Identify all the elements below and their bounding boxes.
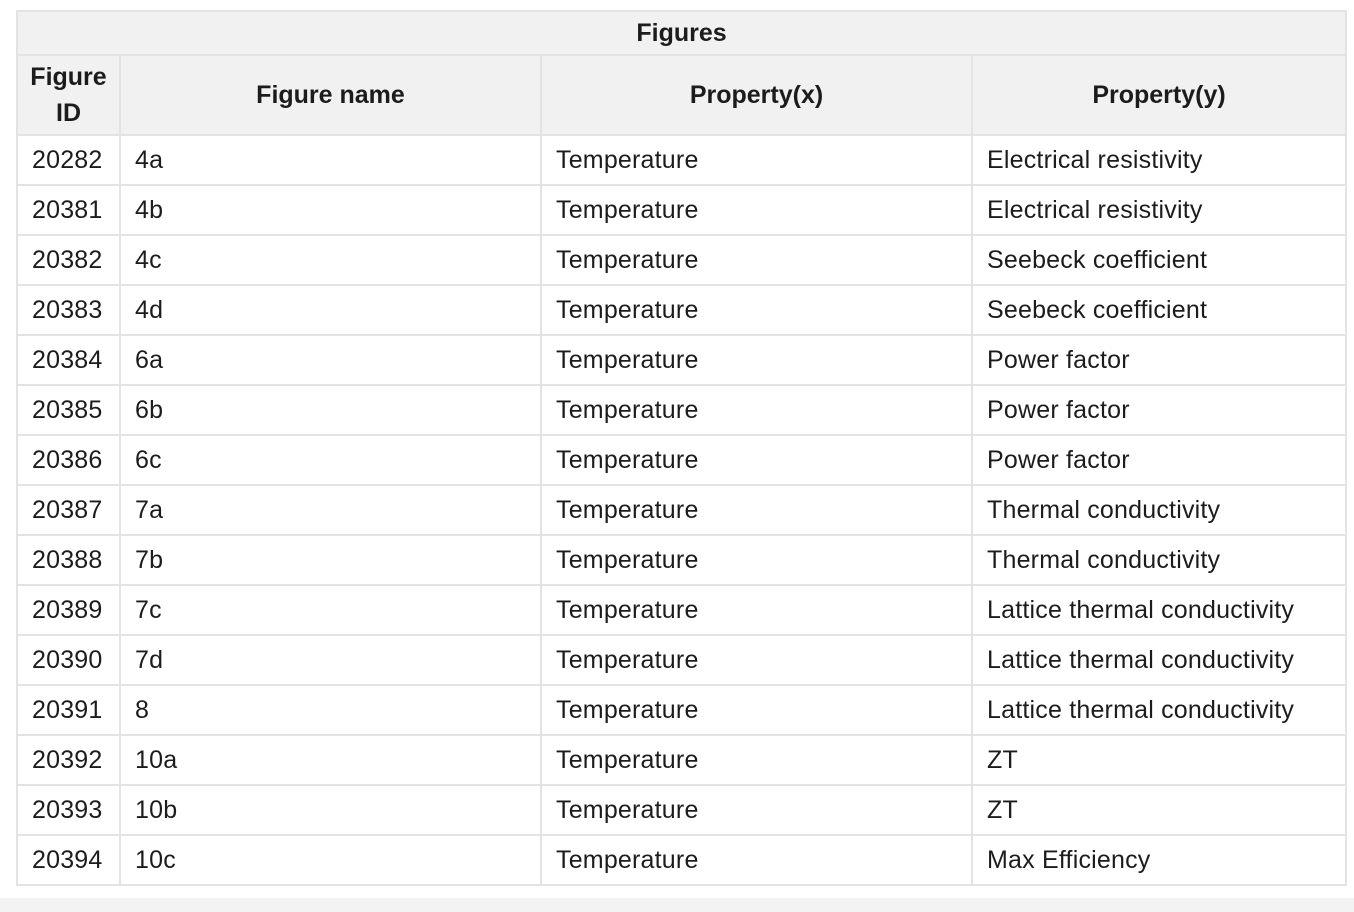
cell-property-y: Thermal conductivity [970,534,1348,586]
cell-property-x: Temperature [540,684,973,736]
cell-figure-id: 20383 [16,284,121,336]
table-row: 20382 4c Temperature Seebeck coefficient [16,234,1348,286]
table-row: 20394 10c Temperature Max Efficiency [16,834,1348,886]
cell-property-y: Electrical resistivity [970,184,1348,236]
cell-property-y: ZT [970,734,1348,786]
cell-figure-id: 20385 [16,384,121,436]
cell-figure-name: 6b [119,384,542,436]
cell-property-x: Temperature [540,534,973,586]
table-row: 20384 6a Temperature Power factor [16,334,1348,386]
cell-figure-id: 20393 [16,784,121,836]
cell-figure-name: 4b [119,184,542,236]
cell-property-x: Temperature [540,734,973,786]
cell-property-y: Seebeck coefficient [970,284,1348,336]
table-row: 20389 7c Temperature Lattice thermal conduc… [16,584,1348,636]
cell-figure-name: 10b [119,784,542,836]
cell-figure-name: 8 [119,684,542,736]
cell-property-y: Power factor [970,334,1348,386]
header-row: Figure ID Figure name Property(x) Proper… [16,54,1348,136]
table-row: 20392 10a Temperature ZT [16,734,1348,786]
header-figure-id-line1: Figure [30,63,107,91]
table-row: 20381 4b Temperature Electrical resistivity [16,184,1348,236]
header-figure-id-line2: ID [56,99,81,127]
cell-figure-id: 20394 [16,834,121,886]
header-figure-name: Figure name [119,54,542,136]
cell-figure-id: 20386 [16,434,121,486]
cell-figure-name: 10c [119,834,542,886]
cell-figure-name: 4d [119,284,542,336]
cell-property-x: Temperature [540,184,973,236]
cell-property-y: Seebeck coefficient [970,234,1348,286]
cell-property-x: Temperature [540,134,973,186]
table-row: 20282 4a Temperature Electrical resistivity [16,134,1348,186]
table-row: 20386 6c Temperature Power factor [16,434,1348,486]
cell-figure-name: 7d [119,634,542,686]
header-property-y: Property(y) [970,54,1348,136]
cell-figure-id: 20392 [16,734,121,786]
cell-property-y: Power factor [970,434,1348,486]
table-row: 20390 7d Temperature Lattice thermal conduc… [16,634,1348,686]
cell-figure-id: 20387 [16,484,121,536]
cell-figure-id: 20389 [16,584,121,636]
cell-property-y: Lattice thermal conductivity [970,634,1348,686]
header-property-x: Property(x) [540,54,973,136]
cell-property-x: Temperature [540,584,973,636]
table-row: 20393 10b Temperature ZT [16,784,1348,836]
page-bottom-strip [0,898,1354,912]
header-figure-id: Figure ID [16,54,121,136]
cell-figure-name: 7b [119,534,542,586]
cell-figure-id: 20391 [16,684,121,736]
cell-figure-name: 6a [119,334,542,386]
caption-row: Figures [15,10,1348,56]
table-row: 20387 7a Temperature Thermal conductivity [16,484,1348,536]
cell-figure-id: 20390 [16,634,121,686]
cell-property-y: Lattice thermal conductivity [970,684,1348,736]
cell-property-x: Temperature [540,284,973,336]
table-row: 20391 8 Temperature Lattice thermal conduct… [16,684,1348,736]
cell-figure-id: 20388 [16,534,121,586]
cell-figure-name: 7a [119,484,542,536]
table-body: 20282 4a Temperature Electrical resistivity… [16,134,1348,886]
cell-figure-name: 6c [119,434,542,486]
cell-property-y: Thermal conductivity [970,484,1348,536]
cell-figure-id: 20382 [16,234,121,286]
table-row: 20383 4d Temperature Seebeck coefficient [16,284,1348,336]
cell-figure-name: 10a [119,734,542,786]
cell-property-x: Temperature [540,384,973,436]
cell-property-y: ZT [970,784,1348,836]
cell-property-x: Temperature [540,434,973,486]
cell-figure-id: 20384 [16,334,121,386]
cell-property-x: Temperature [540,234,973,286]
table-row: 20385 6b Temperature Power factor [16,384,1348,436]
cell-property-y: Lattice thermal conductivity [970,584,1348,636]
cell-figure-name: 4a [119,134,542,186]
figures-table-container: Figures Figure ID Figure name Property(x… [15,10,1348,886]
cell-property-y: Electrical resistivity [970,134,1348,186]
cell-property-y: Max Efficiency [970,834,1348,886]
cell-figure-name: 4c [119,234,542,286]
table-caption: Figures [15,10,1348,56]
cell-figure-name: 7c [119,584,542,636]
figures-table: Figures Figure ID Figure name Property(x… [15,10,1348,886]
cell-property-x: Temperature [540,634,973,686]
cell-property-x: Temperature [540,334,973,386]
cell-property-x: Temperature [540,484,973,536]
cell-figure-id: 20381 [16,184,121,236]
table-row: 20388 7b Temperature Thermal conductivity [16,534,1348,586]
cell-property-x: Temperature [540,834,973,886]
cell-property-y: Power factor [970,384,1348,436]
cell-property-x: Temperature [540,784,973,836]
cell-figure-id: 20282 [16,134,121,186]
